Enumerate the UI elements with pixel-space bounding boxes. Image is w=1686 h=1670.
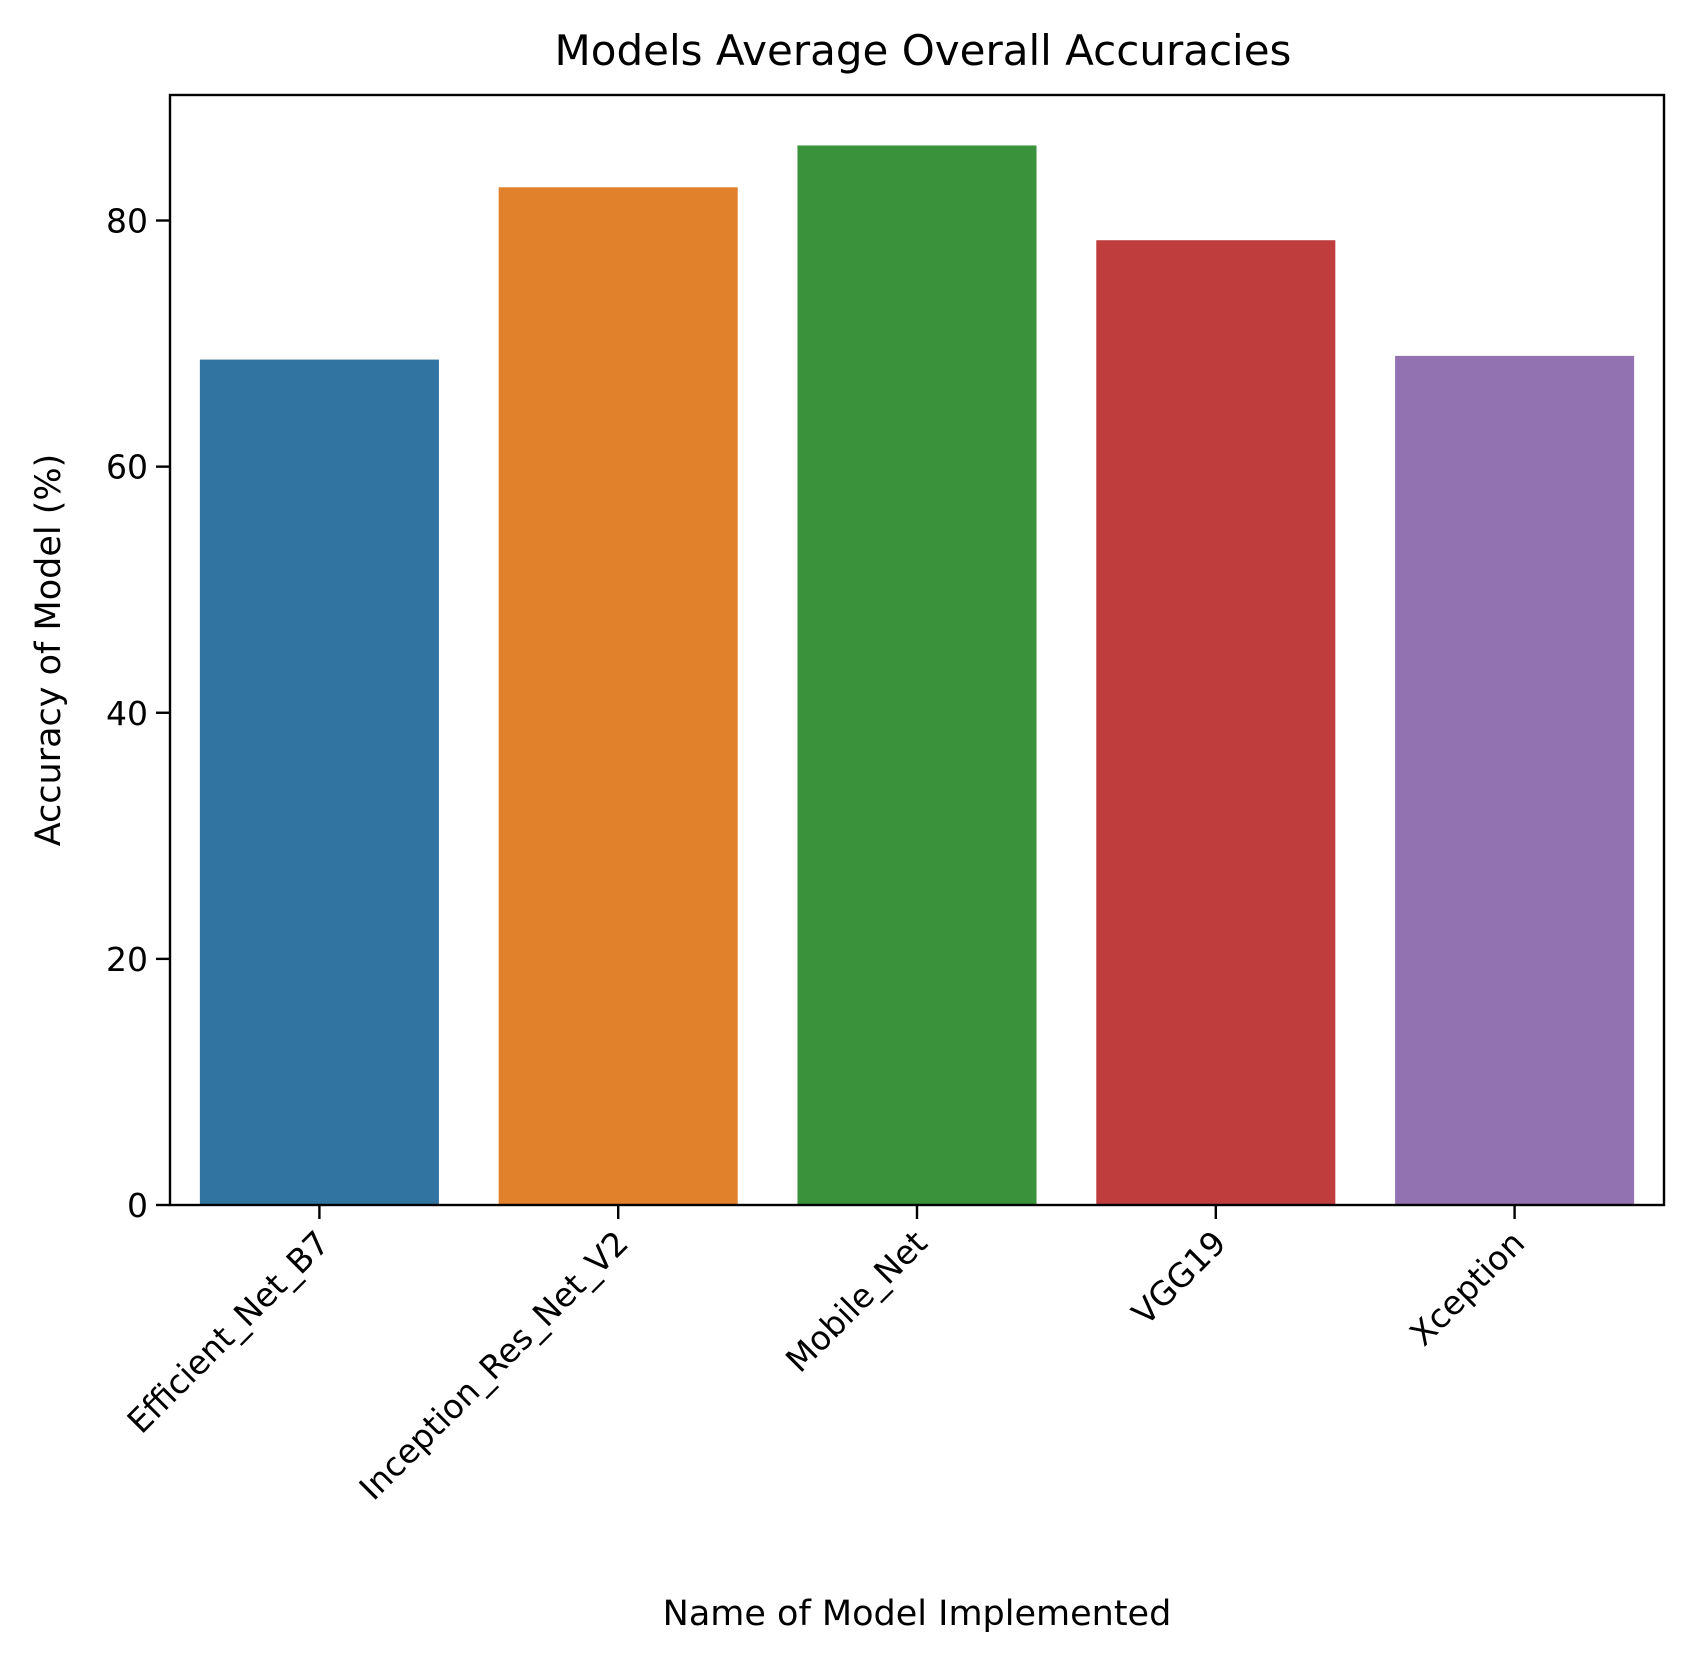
bar-efficient-net-b7 (199, 359, 439, 1205)
plot-frame (168, 93, 1666, 1207)
bar-inception-res-net-v2 (498, 187, 738, 1205)
y-tick-label: 60 (106, 448, 148, 487)
bar-mobile-net (797, 145, 1037, 1205)
bar-xception (1395, 355, 1635, 1205)
y-tick-label: 80 (106, 202, 148, 241)
bars-group (199, 145, 1635, 1206)
x-tick-label: Mobile_Net (778, 1223, 935, 1380)
chart-title: Models Average Overall Accuracies (555, 26, 1292, 75)
x-tick-label: VGG19 (1124, 1223, 1233, 1332)
x-axis-label: Name of Model Implemented (663, 1594, 1172, 1634)
y-tick-label: 20 (106, 940, 148, 979)
x-axis: Efficient_Net_B7 Inception_Res_Net_V2 Mobi… (119, 1205, 1532, 1507)
bar-vgg19 (1096, 240, 1336, 1206)
y-axis-label: Accuracy of Model (%) (29, 454, 69, 847)
y-axis: 0 20 40 60 80 (106, 202, 170, 1225)
y-tick-label: 0 (127, 1186, 148, 1225)
x-tick-label: Efficient_Net_B7 (119, 1223, 337, 1441)
y-tick-label: 40 (106, 694, 148, 733)
x-tick-label: Inception_Res_Net_V2 (351, 1223, 635, 1507)
x-tick-label: Xception (1402, 1223, 1532, 1353)
